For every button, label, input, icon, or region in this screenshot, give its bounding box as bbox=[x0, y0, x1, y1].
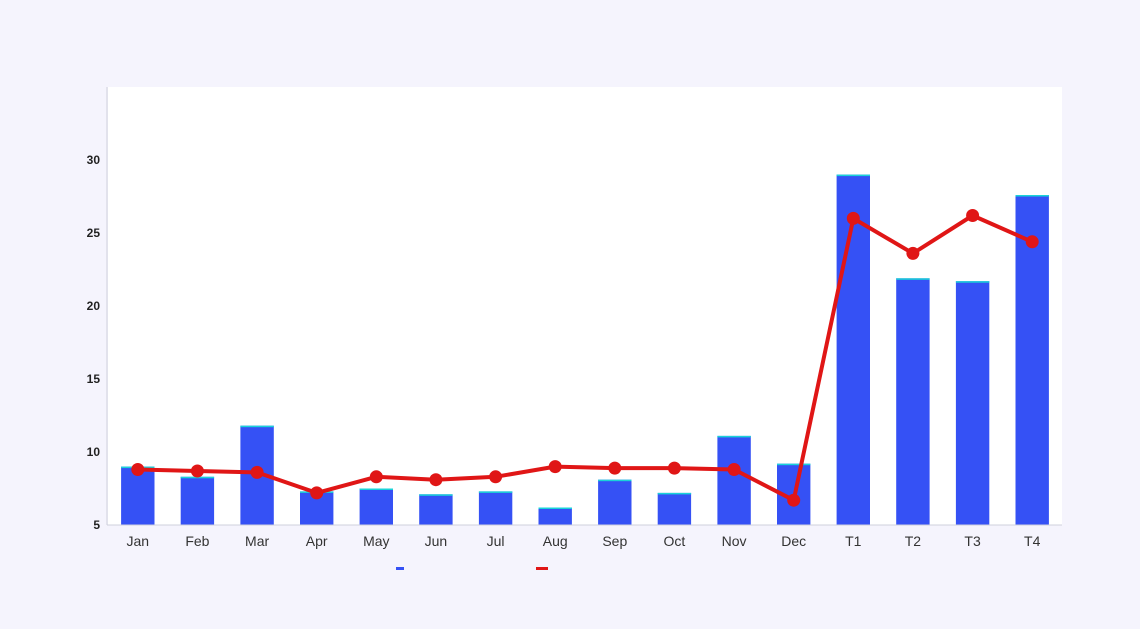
line-point-Aug bbox=[548, 460, 562, 474]
bar-cap-Nov bbox=[717, 435, 751, 438]
bar-Aug bbox=[538, 507, 572, 525]
line-point-Dec bbox=[787, 493, 801, 507]
bar-Jan bbox=[121, 466, 155, 525]
x-tick-label: Jan bbox=[127, 533, 150, 549]
line-series bbox=[131, 209, 1039, 507]
line-point-Jun bbox=[429, 473, 443, 487]
y-tick-label: 30 bbox=[87, 153, 101, 167]
line-point-T2 bbox=[906, 246, 920, 260]
bar-cap-Mar bbox=[240, 425, 274, 428]
x-tick-label: May bbox=[363, 533, 389, 549]
bar-cap-Sep bbox=[598, 479, 632, 482]
x-tick-label: Aug bbox=[543, 533, 568, 549]
legend-line-swatch bbox=[536, 567, 548, 570]
bar-cap-T1 bbox=[836, 174, 870, 177]
x-tick-label: Nov bbox=[722, 533, 747, 549]
bar-cap-May bbox=[359, 488, 393, 490]
line-point-Apr bbox=[310, 486, 324, 500]
bar-T4 bbox=[1015, 195, 1049, 525]
bar-Sep bbox=[598, 479, 632, 525]
bar-T1 bbox=[836, 174, 870, 525]
line-point-Feb bbox=[190, 464, 204, 478]
x-tick-label: Dec bbox=[781, 533, 806, 549]
bar-cap-Jun bbox=[419, 494, 453, 496]
line-point-T1 bbox=[846, 211, 860, 225]
bar-cap-T4 bbox=[1015, 195, 1049, 197]
x-tick-label: T4 bbox=[1024, 533, 1041, 549]
axes bbox=[106, 87, 1062, 526]
bar-Jul bbox=[478, 491, 513, 525]
x-tick-label: Jul bbox=[487, 533, 505, 549]
line-point-Jul bbox=[489, 470, 503, 484]
x-axis-ticks: Jan Feb Mar Apr May Jun Jul Aug Sep Oct Nov Dec T1 T2… bbox=[127, 533, 1041, 549]
bar-cap-T3 bbox=[955, 281, 990, 283]
y-axis-ticks: 5 10 15 20 25 30 bbox=[87, 153, 101, 532]
x-tick-label: T2 bbox=[905, 533, 922, 549]
y-tick-label: 15 bbox=[87, 372, 101, 386]
bar-Jun bbox=[419, 494, 453, 525]
bar-T2 bbox=[896, 278, 930, 525]
y-tick-label: 25 bbox=[87, 226, 101, 240]
y-tick-label: 20 bbox=[87, 299, 101, 313]
y-tick-label: 10 bbox=[87, 445, 101, 459]
bar-Oct bbox=[657, 492, 692, 525]
line-point-Mar bbox=[250, 465, 264, 479]
x-tick-label: Oct bbox=[664, 533, 686, 549]
y-tick-label: 5 bbox=[93, 518, 100, 532]
x-tick-label: Jun bbox=[425, 533, 448, 549]
line-point-T3 bbox=[966, 209, 980, 222]
bar-cap-Jul bbox=[478, 491, 513, 493]
bar-cap-Oct bbox=[657, 492, 692, 495]
x-tick-label: T3 bbox=[964, 533, 981, 549]
line-point-Nov bbox=[727, 463, 741, 476]
legend bbox=[396, 567, 548, 570]
line-point-Sep bbox=[608, 461, 622, 475]
line-path bbox=[137, 213, 1034, 503]
bar-cap-T2 bbox=[896, 278, 930, 280]
bar-cap-Feb bbox=[180, 476, 215, 479]
bar-Nov bbox=[717, 435, 751, 525]
x-tick-label: Apr bbox=[306, 533, 328, 549]
x-tick-label: Mar bbox=[245, 533, 269, 549]
line-point-Oct bbox=[667, 461, 681, 475]
x-tick-label: Sep bbox=[602, 533, 627, 549]
bar-T3 bbox=[955, 281, 990, 525]
bar-cap-Dec bbox=[777, 463, 811, 466]
line-point-May bbox=[369, 470, 383, 484]
line-point-Jan bbox=[131, 463, 145, 476]
legend-bar-swatch bbox=[396, 567, 404, 570]
bar-cap-Aug bbox=[538, 507, 572, 509]
x-tick-label: T1 bbox=[845, 533, 862, 549]
x-tick-label: Feb bbox=[185, 533, 209, 549]
bar-May bbox=[359, 488, 393, 525]
line-point-T4 bbox=[1025, 235, 1039, 249]
bar-Feb bbox=[180, 476, 215, 525]
